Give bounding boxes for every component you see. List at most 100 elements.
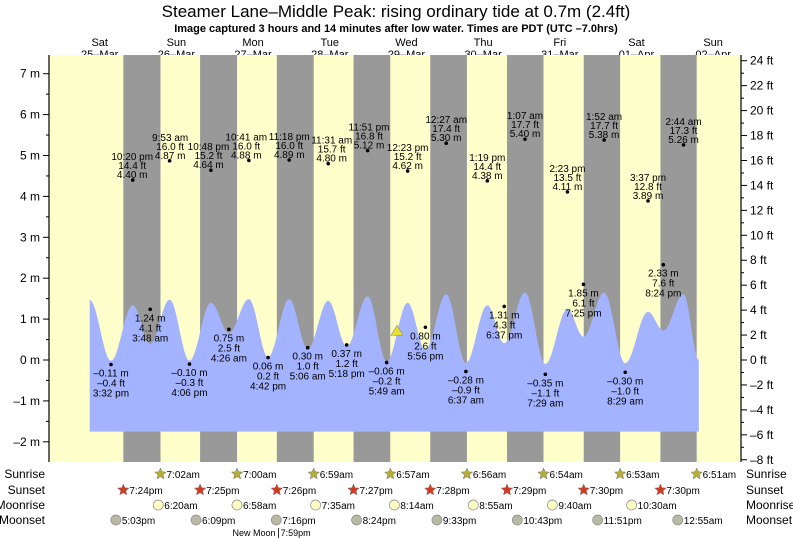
tide-ft: –1.0 ft (611, 386, 639, 397)
right-tick-label: 18 ft (750, 129, 774, 143)
tide-point-low: 1.31 m4.3 ft6:37 pm (486, 304, 522, 341)
row-label-sunset-left: Sunset (8, 483, 46, 497)
tide-ft: 15.2 ft (195, 151, 223, 162)
sunset-time: 7:29pm (513, 486, 546, 497)
sunrise-star-icon (307, 467, 321, 480)
sunset-time: 7:30pm (666, 486, 699, 497)
sunset-time: 7:27pm (360, 486, 393, 497)
left-tick-label: –2 m (13, 435, 40, 449)
sunrise-event: 6:57am (383, 467, 430, 481)
moonset-icon (431, 514, 443, 526)
moonrise-time: 8:14am (400, 501, 433, 512)
tide-dot (444, 141, 448, 146)
moonset-time: 10:43pm (523, 516, 562, 527)
moonrise-time: 6:58am (243, 501, 276, 512)
tide-ft: –1.1 ft (531, 388, 559, 399)
sunset-time: 7:30pm (590, 486, 623, 497)
chart-subtitle: Image captured 3 hours and 14 minutes af… (174, 23, 618, 35)
sunrise-event: 7:00am (230, 467, 276, 481)
tide-ft: 15.2 ft (394, 152, 422, 163)
sunrise-star-icon (537, 467, 550, 480)
tide-label: –0.28 m–0.9 ft6:37 am (448, 375, 484, 406)
tide-dot (384, 360, 389, 365)
right-tick-label: 22 ft (750, 79, 774, 93)
tide-ft: 1.2 ft (336, 359, 358, 370)
sunrise-event: 6:54am (537, 467, 583, 481)
tide-dot (130, 178, 135, 182)
right-tick-label: 24 ft (750, 54, 774, 68)
sunrise-event: 7:02am (154, 467, 200, 481)
right-tick-label: 0 ft (750, 353, 767, 367)
left-tick-label: 1 m (20, 312, 40, 326)
sunset-event: 7:25pm (193, 483, 239, 497)
tide-time: 11:51 pm (349, 123, 390, 134)
tide-ft: 16.8 ft (355, 132, 383, 143)
tide-dot (523, 137, 527, 141)
tide-m: 4.38 m (472, 171, 503, 182)
tide-m: 4.89 m (274, 150, 305, 161)
day-name: Thu (474, 37, 493, 49)
tide-ft: –0.4 ft (97, 378, 125, 389)
sunset-star-icon (347, 483, 360, 496)
sunrise-event: 6:59am (307, 467, 353, 481)
sunset-event: 7:27pm (347, 483, 393, 497)
tide-time: 4:06 pm (171, 388, 207, 399)
moonrise-event: 9:40am (546, 499, 592, 512)
tide-ft: 14.4 ft (118, 161, 146, 172)
day-name: Mon (242, 37, 263, 49)
tide-water-area (89, 292, 699, 432)
sunrise-time: 6:54am (549, 470, 582, 481)
tide-m: 5.26 m (668, 135, 699, 146)
moonrise-time: 7:35am (322, 501, 355, 512)
sunrise-event: 6:51am (690, 467, 736, 481)
moonset-icon (511, 514, 523, 526)
tide-m: 0.80 m (410, 331, 441, 342)
tide-m: 4.11 m (552, 182, 582, 193)
tide-time: 11:18 pm (269, 132, 310, 143)
left-tick-label: 2 m (20, 271, 40, 285)
tide-m: 0.75 m (214, 333, 245, 344)
day-name: Sat (91, 37, 108, 49)
tide-ft: 16.0 ft (275, 141, 303, 152)
tide-time: 2:23 pm (549, 164, 585, 175)
right-tick-label: 16 ft (750, 153, 774, 167)
tide-dot (661, 262, 666, 267)
moonset-time: 11:51pm (604, 516, 642, 527)
tide-ft: 0.2 ft (257, 372, 279, 383)
tide-ft: 12.8 ft (634, 182, 662, 193)
tide-time: 7:29 am (527, 398, 563, 409)
tide-m: –0.28 m (448, 375, 484, 386)
moonset-event: 12:55am (672, 514, 723, 527)
tide-dot (565, 190, 570, 194)
row-label-moonset-right: Moonset (746, 513, 793, 527)
tide-dot (423, 325, 428, 330)
tide-m: 5.38 m (589, 130, 620, 141)
sunrise-time: 7:00am (243, 470, 276, 481)
left-tick-label: 7 m (20, 67, 40, 81)
tide-time: 2:44 am (665, 117, 701, 128)
tide-time: 12:23 pm (387, 143, 429, 154)
tide-dot (326, 161, 330, 166)
tide-point-low: 0.30 m1.0 ft5:06 am (290, 345, 326, 383)
tide-dot (485, 179, 490, 183)
moonset-time: 8:24pm (363, 516, 396, 527)
tide-m: 1.31 m (489, 310, 520, 321)
tide-time: 1:07 am (507, 111, 543, 122)
tide-ft: 13.5 ft (553, 173, 581, 184)
chart-title: Steamer Lane–Middle Peak: rising ordinar… (162, 2, 631, 21)
tide-time: 10:41 am (225, 132, 267, 143)
moonset-event: 8:24pm (351, 514, 396, 527)
sun-moon-rows: Sunrise Sunrise 7:02am 7:00am 6:59am 6:57am 6:… (0, 467, 793, 538)
tide-m: –0.11 m (93, 368, 128, 379)
sunset-event: 7:30pm (577, 483, 623, 497)
tide-ft: 17.7 ft (511, 120, 539, 131)
